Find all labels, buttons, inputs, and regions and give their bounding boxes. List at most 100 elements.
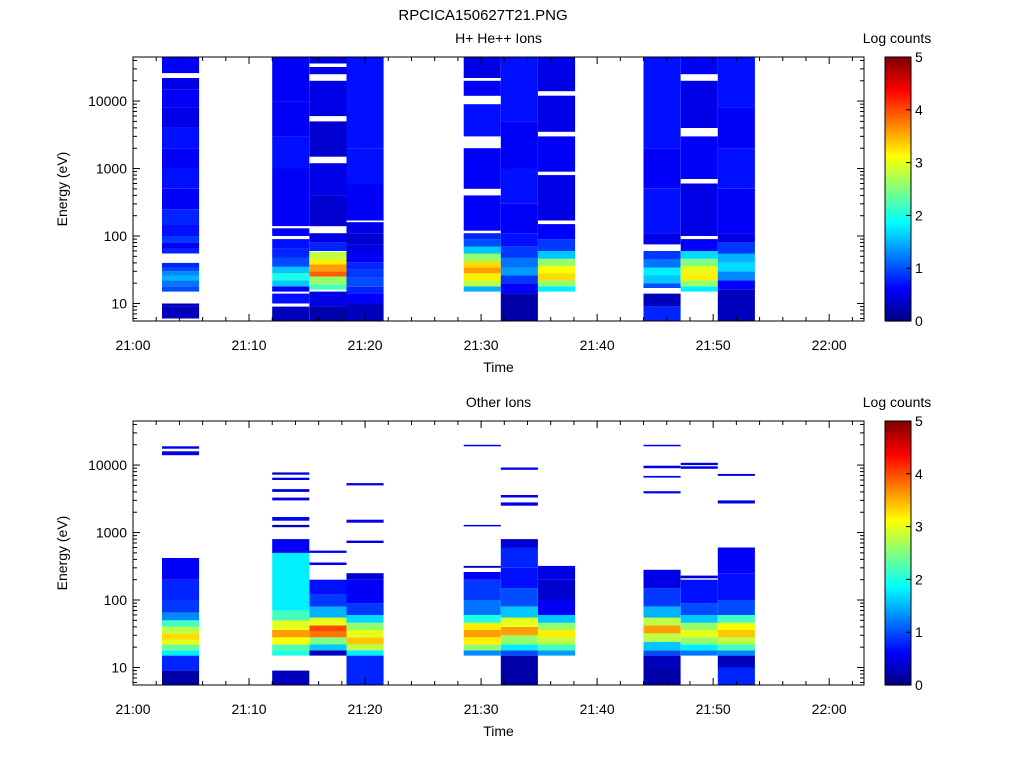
- colorbar-segment: [885, 136, 911, 140]
- colorbar-segment: [885, 157, 911, 161]
- data-cell: [538, 629, 576, 638]
- data-cell: [346, 262, 384, 270]
- colorbar-segment: [885, 257, 911, 261]
- data-cell: [309, 252, 347, 259]
- colorbar-segment: [885, 450, 911, 454]
- colorbar-segment: [885, 128, 911, 132]
- colorbar-segment: [885, 88, 911, 92]
- data-cell: [272, 266, 310, 274]
- data-cell: [680, 637, 718, 645]
- colorbar-segment: [885, 510, 911, 514]
- data-cell: [346, 644, 384, 651]
- data-cell: [162, 655, 200, 671]
- data-cell: [162, 275, 200, 281]
- colorbar-segment: [885, 468, 911, 472]
- data-cell: [162, 639, 200, 645]
- data-cell: [500, 293, 538, 321]
- colorbar-segment: [885, 165, 911, 169]
- data-cell: [272, 57, 310, 102]
- data-cell: [463, 286, 501, 292]
- data-cell: [162, 271, 200, 276]
- colorbar-segment: [885, 566, 911, 570]
- colorbar-segment: [885, 70, 911, 74]
- colorbar-segment: [885, 78, 911, 82]
- data-cell: [309, 67, 347, 75]
- data-cell: [680, 183, 718, 236]
- colorbar-segment: [885, 196, 911, 201]
- data-cell: [500, 257, 538, 268]
- colorbar-segment: [885, 558, 911, 562]
- data-cell: [680, 650, 718, 656]
- colorbar-segment: [885, 125, 911, 129]
- data-cell: [272, 650, 310, 656]
- colorbar-segment: [885, 452, 911, 456]
- data-cell: [717, 547, 755, 574]
- colorbar-segment: [885, 518, 911, 522]
- data-cell: [162, 670, 200, 685]
- colorbar-segment: [885, 613, 911, 617]
- colorbar-segment: [885, 587, 911, 591]
- data-cell: [272, 228, 310, 236]
- colorbar-segment: [885, 218, 911, 222]
- data-cell: [538, 265, 576, 274]
- data-cell: [643, 306, 681, 321]
- data-cell: [680, 239, 718, 251]
- colorbar-segment: [885, 584, 911, 588]
- data-cell: [500, 606, 538, 618]
- data-cell: [272, 472, 310, 475]
- data-cell: [309, 579, 347, 595]
- colorbar-segment: [885, 487, 911, 491]
- colorbar-segment: [885, 64, 911, 69]
- colorbar-segment: [885, 120, 911, 124]
- data-cell: [309, 271, 347, 277]
- data-cell: [680, 629, 718, 638]
- data-cell: [162, 306, 200, 319]
- data-cell: [309, 631, 347, 638]
- data-cell: [463, 253, 501, 262]
- x-tick-label: 21:50: [696, 337, 731, 353]
- data-cell: [643, 606, 681, 618]
- data-cell: [272, 306, 310, 321]
- data-cell: [463, 104, 501, 137]
- colorbar-tick-label: 4: [915, 466, 923, 482]
- x-tick-label: 22:00: [812, 337, 847, 353]
- colorbar-segment: [885, 67, 911, 71]
- colorbar-segment: [885, 589, 911, 594]
- data-cell: [309, 550, 347, 553]
- x-tick-label: 21:00: [115, 337, 150, 353]
- colorbar-segment: [885, 112, 911, 116]
- data-cell: [538, 251, 576, 259]
- data-cell: [162, 224, 200, 236]
- colorbar-segment: [885, 442, 911, 446]
- data-cell: [309, 562, 347, 565]
- x-tick-label: 21:40: [580, 701, 615, 717]
- data-cell: [643, 588, 681, 607]
- data-cell: [346, 303, 384, 321]
- data-cell: [272, 610, 310, 621]
- colorbar-segment: [885, 315, 911, 319]
- data-cell: [680, 603, 718, 615]
- data-cell: [643, 491, 681, 494]
- data-cell: [717, 629, 755, 638]
- data-cell: [346, 277, 384, 287]
- colorbar-segment: [885, 611, 911, 615]
- colorbar-segment: [885, 571, 911, 575]
- colorbar-segment: [885, 202, 911, 206]
- colorbar-segment: [885, 297, 911, 301]
- data-cell: [309, 594, 347, 607]
- colorbar-segment: [885, 553, 911, 557]
- colorbar-segment: [885, 489, 911, 493]
- data-cell: [538, 136, 576, 172]
- colorbar-segment: [885, 560, 911, 565]
- colorbar-segment: [885, 508, 911, 512]
- colorbar-segment: [885, 481, 911, 485]
- data-cell: [309, 617, 347, 626]
- colorbar-segment: [885, 149, 911, 153]
- data-cell: [643, 625, 681, 634]
- data-cell: [309, 57, 347, 64]
- colorbar-segment: [885, 260, 911, 264]
- data-cell: [272, 644, 310, 651]
- colorbar-segment: [885, 447, 911, 451]
- colorbar-segment: [885, 679, 911, 683]
- data-cell: [162, 644, 200, 651]
